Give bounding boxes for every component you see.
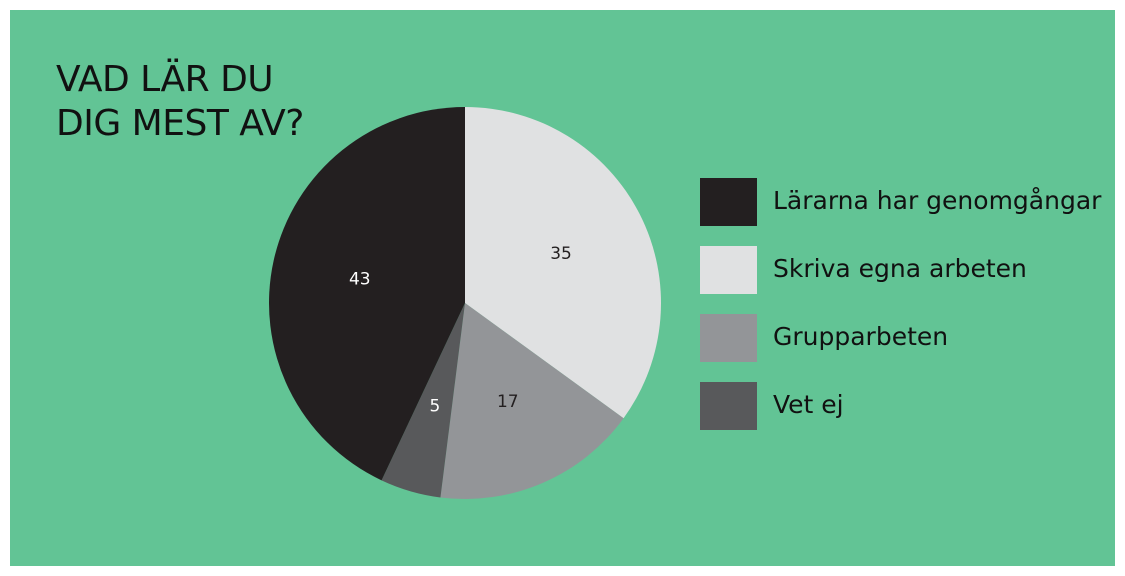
data-label: 5 (430, 397, 441, 417)
chart-title: VAD LÄR DU DIG MEST AV? (56, 59, 304, 144)
legend-label: Grupparbeten (773, 322, 948, 351)
data-label: 43 (349, 269, 371, 289)
data-label: 35 (550, 244, 572, 264)
legend-swatch (700, 382, 757, 430)
pie-slice (381, 303, 465, 498)
legend-label: Lärarna har genomgångar (773, 186, 1102, 215)
legend-swatch (700, 178, 757, 226)
pie-slice (440, 303, 624, 499)
data-label: 17 (497, 392, 519, 412)
pie-slice (268, 106, 465, 481)
legend-swatch (700, 314, 757, 362)
legend-label: Vet ej (773, 390, 844, 419)
pie-slice (465, 107, 661, 419)
legend-swatch (700, 246, 757, 294)
legend-label: Skriva egna arbeten (773, 254, 1027, 283)
